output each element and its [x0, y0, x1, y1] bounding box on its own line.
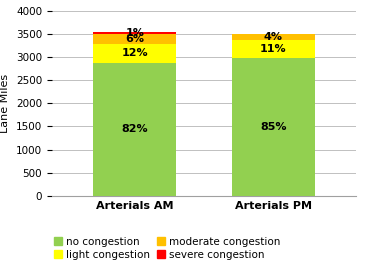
Bar	[232, 41, 315, 58]
Bar	[93, 63, 176, 196]
Text: 85%: 85%	[260, 122, 286, 132]
Text: 12%: 12%	[122, 48, 148, 58]
Text: 6%: 6%	[125, 34, 144, 44]
Text: 4%: 4%	[264, 32, 283, 42]
Legend: no congestion, light congestion, moderate congestion, severe congestion: no congestion, light congestion, moderat…	[50, 233, 285, 264]
Bar	[93, 32, 176, 34]
Text: 82%: 82%	[122, 125, 148, 134]
Bar	[93, 34, 176, 44]
Bar	[93, 44, 176, 63]
Bar	[232, 34, 315, 41]
Bar	[232, 58, 315, 196]
Y-axis label: Lane Miles: Lane Miles	[0, 74, 10, 133]
Text: 11%: 11%	[260, 44, 286, 54]
Text: 1%: 1%	[125, 28, 144, 38]
